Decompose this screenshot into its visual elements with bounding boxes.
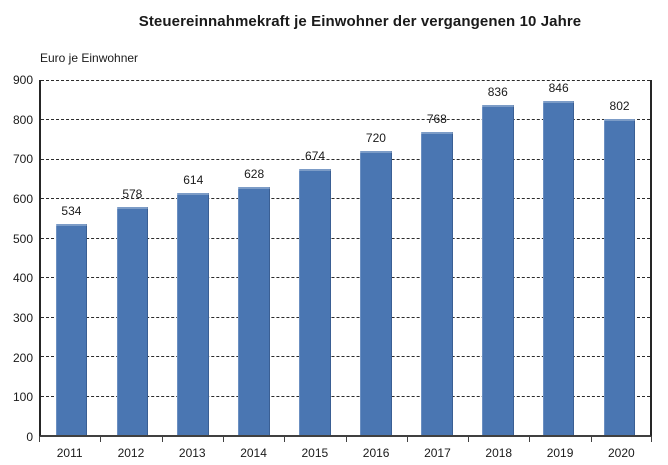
x-tick-label-2020: 2020 [607, 446, 635, 460]
x-tick-label-2015: 2015 [301, 446, 329, 460]
x-tick-label-2011: 2011 [56, 446, 83, 460]
y-tick-label-700: 700 [12, 152, 33, 167]
gridline-900 [41, 80, 650, 81]
x-axis-tick-labels: 2011 2012 2013 2014 2015 2016 2017 2018 2019 2020 [39, 446, 652, 462]
gridline-200 [41, 356, 650, 358]
y-tick-label-100: 100 [12, 390, 33, 405]
x-axis-tick [406, 436, 408, 442]
bar-2016 [360, 151, 392, 435]
x-tick-label-2014: 2014 [240, 446, 267, 460]
bar-2018 [481, 105, 514, 435]
bar-value-label-2017: 768 [426, 112, 447, 127]
bar-2011 [55, 224, 88, 435]
gridline-300 [41, 316, 650, 318]
bar-2017 [421, 132, 453, 435]
gridline-600 [41, 198, 650, 200]
y-tick-label-500: 500 [12, 231, 33, 246]
bar-value-label-2013: 614 [183, 172, 204, 187]
bar-value-label-2012: 578 [122, 187, 143, 202]
x-tick-label-2016: 2016 [362, 446, 390, 460]
gridline-500 [41, 237, 650, 239]
x-axis-tick [222, 436, 224, 442]
y-tick-label-900: 900 [12, 73, 33, 87]
x-tick-label-2019: 2019 [546, 446, 574, 460]
x-axis-tick [161, 436, 163, 442]
x-axis-tick [529, 436, 531, 442]
bar-value-label-2020: 802 [609, 98, 630, 113]
x-tick-label-2018: 2018 [485, 446, 513, 460]
bar-2015 [299, 169, 331, 435]
y-tick-label-400: 400 [12, 271, 33, 286]
bar-value-label-2011: 534 [61, 204, 82, 219]
bar-value-label-2019: 846 [548, 81, 569, 96]
bar-2019 [542, 101, 575, 435]
x-axis-tick [345, 436, 347, 442]
x-tick-label-2012: 2012 [117, 446, 145, 460]
chart-title: Steuereinnahmekraft je Einwohner der ver… [138, 13, 582, 30]
x-axis-tick [590, 436, 592, 442]
bar-value-label-2016: 720 [365, 131, 386, 145]
gridline-100 [41, 395, 650, 397]
y-tick-label-200: 200 [12, 350, 33, 365]
x-axis-tick [100, 436, 102, 442]
x-tick-label-2017: 2017 [424, 446, 451, 460]
x-axis-tick [284, 436, 286, 442]
bar-2020 [603, 118, 636, 435]
y-tick-label-0: 0 [26, 430, 33, 444]
y-tick-label-600: 600 [12, 192, 33, 206]
gridline-700 [41, 158, 650, 160]
gridline-400 [41, 277, 650, 279]
y-tick-label-800: 800 [12, 112, 33, 127]
bar-2014 [238, 187, 270, 435]
bar-2012 [116, 207, 149, 435]
x-axis-tick [651, 436, 652, 442]
x-tick-label-2013: 2013 [178, 446, 206, 460]
x-axis-tick [468, 436, 470, 442]
gridline-800 [41, 119, 650, 121]
y-axis-title: Euro je Einwohner [40, 51, 139, 65]
bar-value-label-2015: 674 [305, 149, 326, 164]
plot-area: 534 578 614 628 674 720 768 836 846 802 [39, 80, 652, 437]
bar-2013 [177, 192, 210, 435]
y-tick-label-300: 300 [12, 311, 33, 325]
bar-value-label-2018: 836 [487, 85, 508, 100]
bar-value-label-2014: 628 [244, 167, 265, 182]
x-axis-tick [39, 436, 40, 442]
